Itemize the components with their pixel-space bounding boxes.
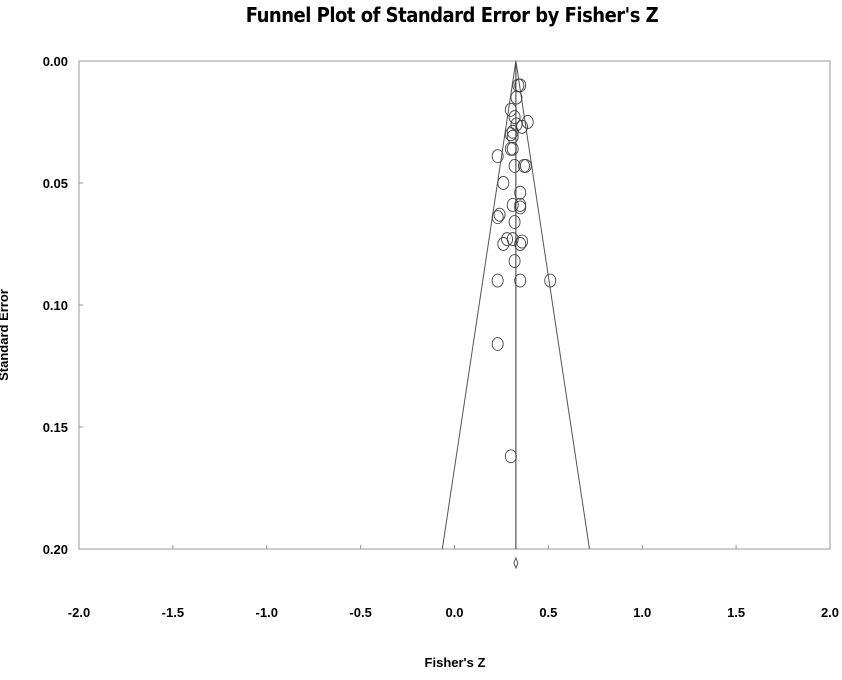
study-point xyxy=(491,273,504,288)
study-point xyxy=(491,337,504,351)
study-point xyxy=(504,449,517,464)
funnel-left xyxy=(441,60,517,550)
x-tick-label: -0.5 xyxy=(349,605,371,620)
study-point xyxy=(506,124,519,139)
y-axis-label: Standard Error xyxy=(0,289,11,381)
study-point xyxy=(508,254,521,269)
study-point xyxy=(544,273,557,288)
study-point xyxy=(514,273,527,288)
study-point xyxy=(514,185,527,200)
x-tick-label: -1.0 xyxy=(256,605,278,620)
y-tick-label: 0.05 xyxy=(43,176,68,191)
study-point xyxy=(501,232,514,247)
study-point xyxy=(514,237,527,251)
x-tick-label: 0.0 xyxy=(445,605,463,620)
study-point xyxy=(510,90,523,105)
funnel-right xyxy=(515,60,590,550)
x-axis-label: Fisher's Z xyxy=(425,655,486,670)
chart-title: Funnel Plot of Standard Error by Fisher'… xyxy=(246,3,659,27)
study-point xyxy=(510,117,523,132)
study-point xyxy=(491,149,504,164)
x-tick-label: -2.0 xyxy=(68,605,90,620)
study-point xyxy=(497,176,510,190)
study-point xyxy=(506,198,519,212)
study-point xyxy=(508,110,521,125)
study-point xyxy=(493,207,506,222)
study-point xyxy=(497,237,510,251)
study-point xyxy=(518,158,530,173)
y-tick-label: 0.15 xyxy=(43,420,68,435)
study-point xyxy=(504,102,517,117)
study-point xyxy=(491,210,504,225)
y-tick-label: 0.20 xyxy=(43,542,68,557)
study-point xyxy=(508,215,521,229)
study-point xyxy=(506,141,519,156)
x-tick-label: 1.5 xyxy=(727,605,745,620)
x-tick-label: 0.5 xyxy=(539,605,557,620)
study-point xyxy=(514,200,527,215)
study-point xyxy=(514,78,527,93)
study-point xyxy=(504,127,517,142)
x-tick-label: 1.0 xyxy=(633,605,651,620)
x-tick-label: 2.0 xyxy=(821,605,839,620)
y-tick-label: 0.10 xyxy=(43,298,68,313)
x-tick-label: -1.5 xyxy=(162,605,184,620)
y-tick-label: 0.00 xyxy=(43,54,68,69)
plot-frame xyxy=(78,60,831,550)
combined-effect-diamond xyxy=(513,556,519,570)
study-point xyxy=(516,234,529,249)
